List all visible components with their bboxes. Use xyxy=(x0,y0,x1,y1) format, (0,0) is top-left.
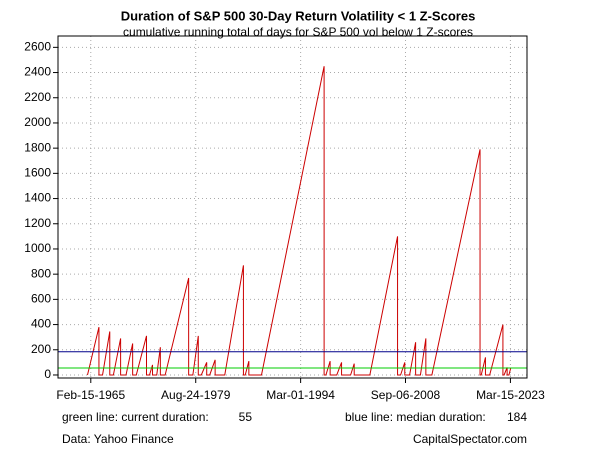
x-tick-label: Mar-01-1994 xyxy=(266,388,335,402)
blue-line-value: 184 xyxy=(507,410,527,424)
plot-frame xyxy=(57,35,528,379)
x-tick-label: Aug-24-1979 xyxy=(161,388,231,402)
y-tick-label: 1800 xyxy=(24,140,51,154)
data-line xyxy=(87,66,512,376)
y-tick-label: 0 xyxy=(44,367,51,381)
green-line-value: 55 xyxy=(239,410,253,424)
credit: CapitalSpectator.com xyxy=(413,432,527,446)
y-tick-label: 600 xyxy=(31,292,51,306)
x-tick-label: Sep-06-2008 xyxy=(371,388,441,402)
x-tick-label: Feb-15-1965 xyxy=(56,388,125,402)
green-line-label: green line: current duration: xyxy=(62,410,209,424)
y-tick-label: 1000 xyxy=(24,241,51,255)
y-tick-label: 800 xyxy=(31,266,51,280)
x-tick-label: Mar-15-2023 xyxy=(476,388,545,402)
y-tick-label: 1600 xyxy=(24,166,51,180)
y-tick-label: 2400 xyxy=(24,65,51,79)
y-tick-label: 2000 xyxy=(24,115,51,129)
y-tick-label: 2600 xyxy=(24,40,51,54)
chart-subtitle: cumulative running total of days for S&P… xyxy=(123,25,473,39)
y-tick-label: 400 xyxy=(31,317,51,331)
source: Data: Yahoo Finance xyxy=(62,432,174,446)
y-tick-label: 2200 xyxy=(24,90,51,104)
y-tick-label: 1200 xyxy=(24,216,51,230)
blue-line-label: blue line: median duration: xyxy=(345,410,486,424)
y-tick-label: 1400 xyxy=(24,191,51,205)
y-tick-label: 200 xyxy=(31,342,51,356)
chart-title: Duration of S&P 500 30-Day Return Volati… xyxy=(121,8,476,23)
